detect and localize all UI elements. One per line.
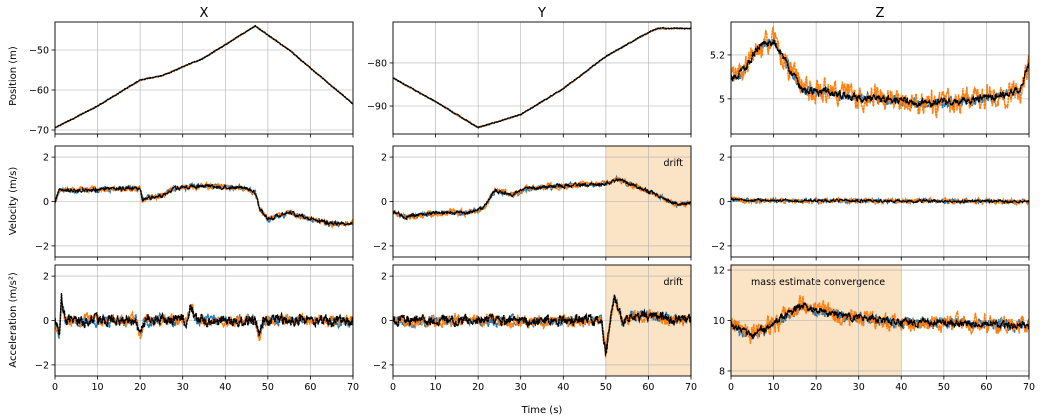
ylabel-position: Position (m) bbox=[8, 46, 19, 106]
series-b-line bbox=[393, 27, 691, 129]
y-tick-label: 12 bbox=[713, 266, 725, 277]
ylabel-velocity: Velocity (m/s) bbox=[8, 167, 19, 236]
series-c-line bbox=[393, 294, 691, 357]
series-group bbox=[55, 293, 353, 342]
series-c-line bbox=[55, 293, 353, 337]
x-tick-label: 50 bbox=[600, 382, 612, 393]
x-tick-label: 10 bbox=[430, 382, 442, 393]
x-tick-label: 20 bbox=[134, 382, 146, 393]
x-tick-label: 60 bbox=[304, 382, 316, 393]
panel-frame bbox=[392, 21, 692, 135]
column-title-z: Z bbox=[876, 6, 885, 21]
series-c-line bbox=[731, 197, 1029, 205]
x-tick-label: 20 bbox=[472, 382, 484, 393]
y-tick-label: 0 bbox=[381, 197, 387, 208]
panel-r0-c0: −70 −60 −50 bbox=[29, 21, 354, 138]
panel-r1-c0: −2 0 2 bbox=[35, 145, 354, 261]
series-c-line bbox=[55, 182, 353, 227]
annotation-text: drift bbox=[664, 277, 684, 288]
series-a-line bbox=[393, 174, 691, 221]
series-c-line bbox=[393, 26, 691, 129]
series-a-line bbox=[55, 24, 353, 129]
series-group bbox=[393, 294, 691, 357]
x-tick-label: 30 bbox=[177, 382, 189, 393]
y-tick-label: 2 bbox=[43, 272, 49, 283]
panel-r0-c2: 55.2 bbox=[710, 21, 1030, 138]
series-group bbox=[393, 174, 691, 222]
x-tick-label: 60 bbox=[642, 382, 654, 393]
y-tick-label: 0 bbox=[719, 197, 725, 208]
y-tick-label: −60 bbox=[29, 86, 49, 97]
x-tick-label: 10 bbox=[768, 382, 780, 393]
series-c-line bbox=[731, 300, 1029, 339]
x-tick-label: 40 bbox=[895, 382, 907, 393]
x-tick-label: 10 bbox=[92, 382, 104, 393]
y-tick-label: 0 bbox=[43, 197, 49, 208]
y-tick-label: 2 bbox=[43, 153, 49, 164]
x-tick-label: 0 bbox=[728, 382, 734, 393]
x-tick-label: 20 bbox=[810, 382, 822, 393]
series-a-line bbox=[393, 26, 691, 129]
annotation-text: drift bbox=[664, 158, 684, 169]
y-tick-label: −90 bbox=[367, 102, 387, 113]
series-c-line bbox=[393, 177, 691, 221]
x-tick-label: 50 bbox=[938, 382, 950, 393]
y-tick-label: 2 bbox=[381, 272, 387, 283]
x-tick-label: 40 bbox=[557, 382, 569, 393]
panel-frame bbox=[730, 21, 1030, 135]
xlabel-time: Time (s) bbox=[521, 405, 563, 416]
x-tick-label: 50 bbox=[262, 382, 274, 393]
y-tick-label: −2 bbox=[373, 241, 387, 252]
series-b-line bbox=[55, 25, 353, 129]
x-tick-label: 0 bbox=[390, 382, 396, 393]
series-group bbox=[731, 295, 1029, 344]
panel-frame bbox=[54, 21, 354, 135]
panel-r1-c1: drift −2 0 2 bbox=[373, 145, 692, 261]
column-title-y: Y bbox=[537, 6, 546, 21]
panel-r0-c1: −90 −80 bbox=[367, 21, 692, 138]
x-tick-label: 70 bbox=[1023, 382, 1035, 393]
y-tick-label: 10 bbox=[713, 316, 725, 327]
x-tick-label: 60 bbox=[980, 382, 992, 393]
y-tick-label: −2 bbox=[373, 360, 387, 371]
y-tick-label: −70 bbox=[29, 126, 49, 137]
y-tick-label: −80 bbox=[367, 58, 387, 69]
panel-r1-c2: −2 0 2 bbox=[711, 145, 1030, 261]
series-group bbox=[55, 180, 353, 230]
series-group bbox=[731, 25, 1029, 119]
y-tick-label: 2 bbox=[719, 153, 725, 164]
x-tick-label: 70 bbox=[685, 382, 697, 393]
y-tick-label: 8 bbox=[719, 366, 725, 377]
y-tick-label: 0 bbox=[381, 316, 387, 327]
series-b-line bbox=[393, 296, 691, 357]
series-group bbox=[55, 24, 353, 129]
y-tick-label: 2 bbox=[381, 153, 387, 164]
series-b-line bbox=[731, 295, 1029, 344]
y-tick-label: −2 bbox=[711, 241, 725, 252]
y-tick-label: −2 bbox=[35, 360, 49, 371]
series-c-line bbox=[55, 24, 353, 129]
y-tick-label: −2 bbox=[35, 241, 49, 252]
x-tick-label: 0 bbox=[52, 382, 58, 393]
y-tick-label: 5 bbox=[719, 94, 725, 105]
y-tick-label: 0 bbox=[43, 316, 49, 327]
x-tick-label: 30 bbox=[853, 382, 865, 393]
x-tick-label: 40 bbox=[219, 382, 231, 393]
panel-r2-c2: mass estimate convergence 8 10 12 0 10 20 30 40 5… bbox=[713, 264, 1035, 393]
column-title-x: X bbox=[200, 6, 209, 21]
y-tick-label: 5.2 bbox=[710, 50, 725, 61]
series-group bbox=[393, 26, 691, 129]
y-tick-label: −50 bbox=[29, 46, 49, 57]
x-tick-label: 70 bbox=[347, 382, 359, 393]
annotation-text: mass estimate convergence bbox=[751, 277, 885, 288]
series-c-line bbox=[731, 38, 1029, 110]
series-group bbox=[731, 194, 1029, 207]
x-tick-label: 30 bbox=[515, 382, 527, 393]
ylabel-acceleration: Acceleration (m/s²) bbox=[8, 272, 19, 368]
